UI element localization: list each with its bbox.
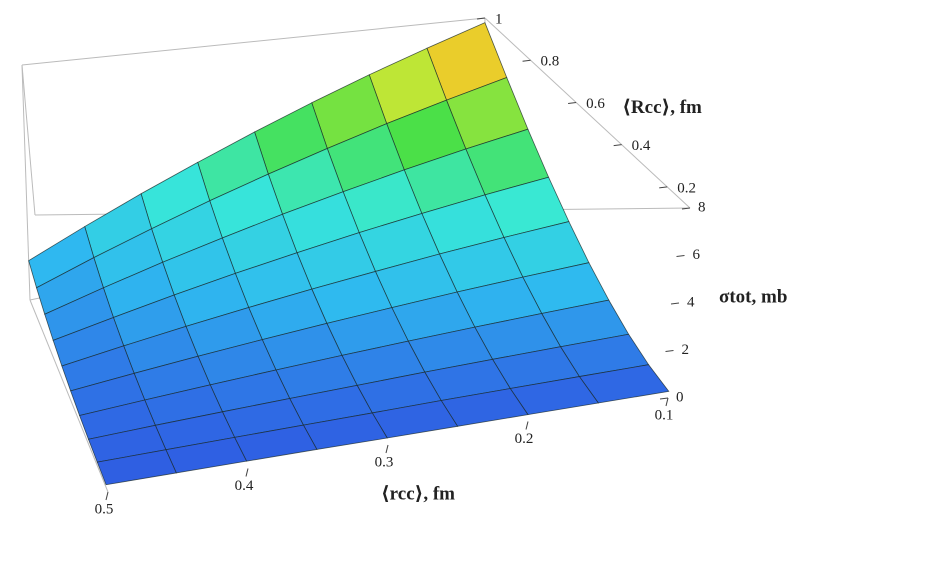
x-tick [665,397,669,407]
y-tick-label: 0.4 [632,138,651,154]
y-tick [613,144,622,147]
box-edge [21,64,36,216]
x-tick [245,468,249,477]
x-tick-label: 0.5 [95,501,114,517]
box-edge [21,17,486,66]
z-tick-label: 6 [693,247,701,263]
x-tick-label: 0.3 [375,454,394,470]
y-tick-label: 0.2 [677,180,696,196]
x-tick [105,491,109,501]
z-tick [681,207,691,210]
z-tick [665,350,674,352]
x-axis-label: ⟨rcc⟩, fm [381,483,455,504]
y-tick [476,17,486,20]
x-tick [525,421,529,430]
surface [28,22,670,486]
y-tick-label: 0.8 [541,54,560,70]
z-tick [670,302,680,305]
y-tick-label: 0.6 [586,96,605,112]
x-tick [385,444,389,454]
box-edge [29,299,109,493]
y-axis-label: ⟨Rcc⟩, fm [622,97,702,118]
x-tick-label: 0.1 [655,407,674,423]
y-tick [568,101,577,104]
z-tick-label: 4 [687,294,695,310]
box-edge [484,17,691,209]
x-tick-label: 0.2 [515,431,534,447]
axes: 0.10.20.30.40.5024680.20.40.60.81⟨rcc⟩, … [95,11,788,517]
x-tick-label: 0.4 [235,478,254,494]
y-tick [659,186,668,189]
z-axis-label: σtot, mb [719,286,787,307]
z-tick-label: 8 [698,199,706,215]
z-tick [659,397,669,400]
surface-patch [96,449,177,486]
y-tick-label: 1 [495,11,503,27]
z-tick-label: 0 [676,389,684,405]
z-tick-label: 2 [682,342,690,358]
box-edge [21,64,31,301]
y-tick [522,59,531,62]
z-tick [676,255,685,257]
